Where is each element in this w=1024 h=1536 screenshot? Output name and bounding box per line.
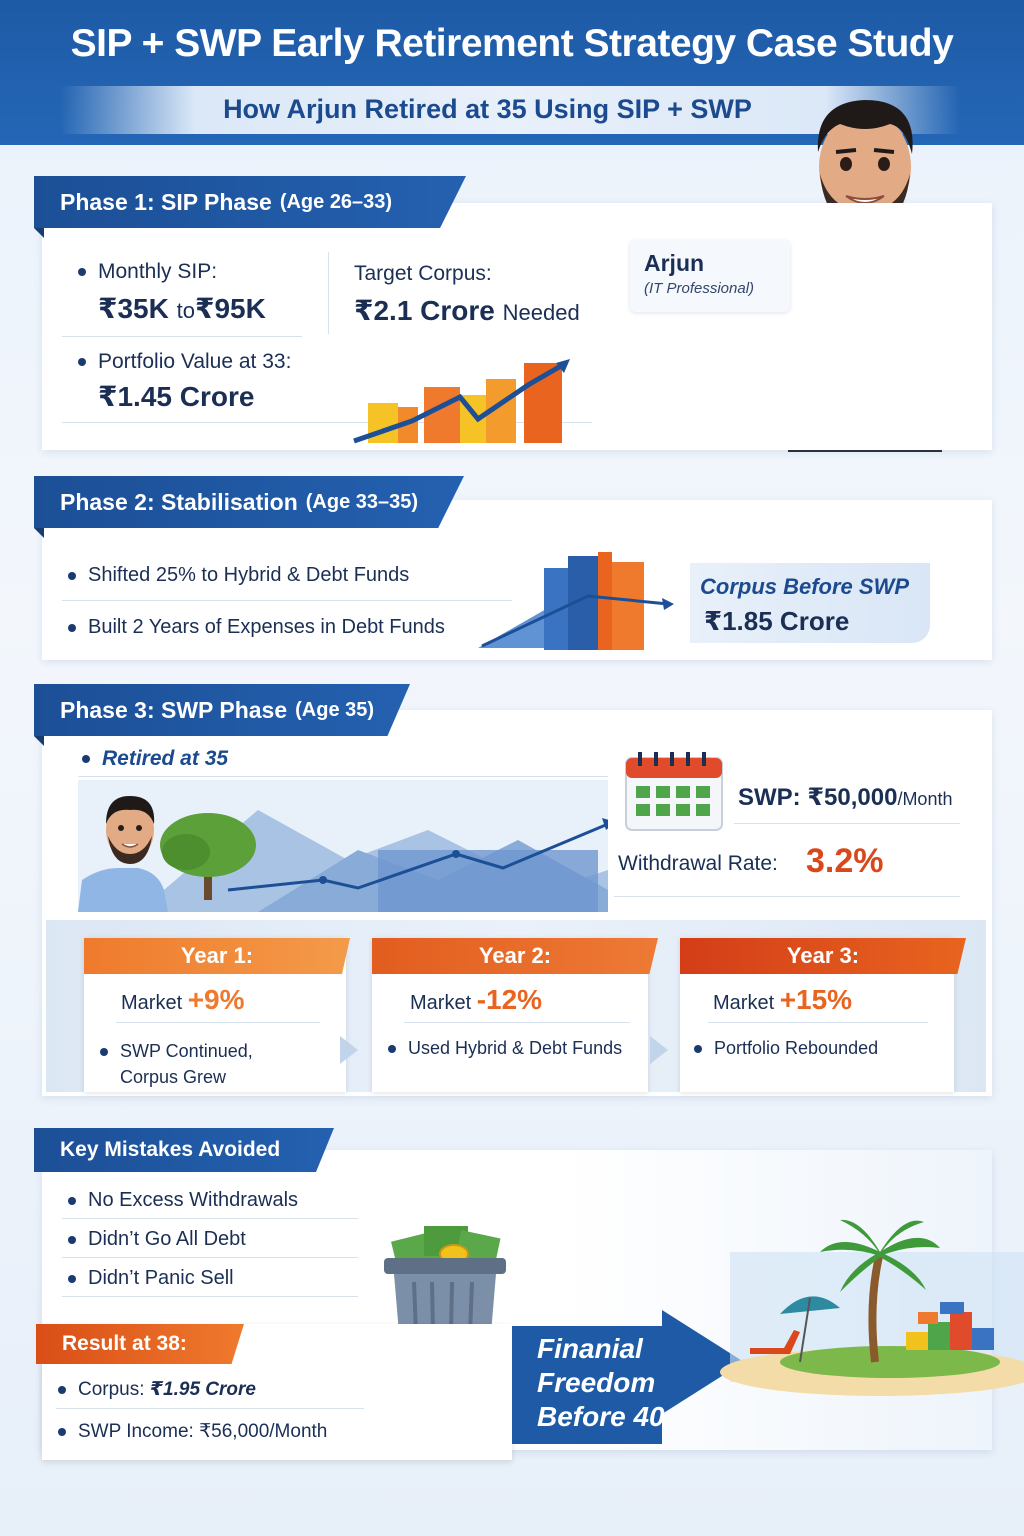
- bullet-icon: [68, 1235, 76, 1244]
- monthly-sip-value: ₹35K to₹95K: [98, 293, 266, 324]
- phase2-age: (Age 33–35): [305, 490, 419, 513]
- divider: [734, 823, 960, 824]
- growth-chart-icon: [353, 359, 570, 444]
- bullet-icon: [58, 1385, 66, 1394]
- tab-fold: [34, 228, 44, 238]
- phase2-item: Built 2 Years of Expenses in Debt Funds: [68, 616, 445, 639]
- arrow-right-icon: [650, 1036, 668, 1064]
- phase1-tab: Phase 1: SIP Phase (Age 26–33): [34, 176, 466, 228]
- mistake-item: Didn’t Go All Debt: [68, 1228, 246, 1251]
- freedom-line3: Before 40: [537, 1401, 665, 1432]
- corpus-before-swp-value: ₹1.85 Crore: [704, 606, 850, 636]
- bullet-icon: [68, 623, 76, 632]
- withdrawal-rate-value: 3.2%: [806, 842, 884, 880]
- retirement-landscape-illustration: [78, 780, 608, 912]
- phase2-title: Phase 2: Stabilisation: [60, 488, 298, 515]
- bullet-icon: [78, 268, 86, 277]
- divider: [62, 336, 302, 337]
- divider: [614, 896, 960, 897]
- page-title: SIP + SWP Early Retirement Strategy Case…: [70, 22, 954, 65]
- freedom-arrow-shape: [512, 1310, 744, 1444]
- divider: [404, 1022, 630, 1023]
- person-card: [630, 240, 790, 312]
- mistakes-tab: Key Mistakes Avoided: [34, 1128, 334, 1172]
- phase3-title: Phase 3: SWP Phase: [60, 696, 288, 723]
- subtitle-band: [60, 86, 960, 134]
- divider: [62, 1218, 358, 1219]
- bullet-icon: [68, 1196, 76, 1205]
- swp-monthly: SWP: ₹50,000/Month: [738, 784, 953, 811]
- year1-note: SWP Continued, Corpus Grew: [100, 1038, 253, 1090]
- phase2-item: Shifted 25% to Hybrid & Debt Funds: [68, 564, 409, 587]
- year3-header: Year 3:: [680, 938, 966, 974]
- year3-note: Portfolio Rebounded: [694, 1038, 878, 1059]
- result-swp-income: SWP Income: ₹56,000/Month: [58, 1420, 327, 1443]
- person-name: Arjun: [644, 250, 705, 276]
- corpus-box: [690, 563, 930, 643]
- result-tab: Result at 38:: [36, 1324, 244, 1364]
- bullet-icon: [58, 1427, 66, 1436]
- monthly-sip-label: Monthly SIP:: [78, 260, 217, 284]
- year3-market: Market +15%: [713, 984, 853, 1015]
- year2-header: Year 2:: [372, 938, 658, 974]
- retired-label: Retired at 35: [82, 747, 228, 771]
- divider: [116, 1022, 320, 1023]
- year2-note: Used Hybrid & Debt Funds: [388, 1038, 622, 1059]
- portfolio-label: Portfolio Value at 33:: [78, 350, 291, 374]
- bullet-icon: [100, 1048, 108, 1057]
- divider: [56, 1408, 364, 1409]
- beach-island-illustration: [720, 1219, 1024, 1396]
- page-subtitle: How Arjun Retired at 35 Using SIP + SWP: [223, 94, 752, 124]
- calendar-icon: [625, 752, 723, 831]
- freedom-line2: Freedom: [537, 1367, 656, 1398]
- building-chart-icon: [478, 552, 674, 650]
- portfolio-value: ₹1.45 Crore: [98, 381, 255, 412]
- divider: [62, 1257, 358, 1258]
- divider: [78, 776, 608, 777]
- result-corpus: Corpus: ₹1.95 Crore: [58, 1378, 256, 1401]
- bullet-icon: [694, 1045, 702, 1054]
- arrow-right-icon: [340, 1036, 358, 1064]
- freedom-line1: Finanial: [537, 1333, 643, 1364]
- phase2-tab: Phase 2: Stabilisation (Age 33–35): [34, 476, 464, 528]
- corpus-before-swp-label: Corpus Before SWP: [700, 574, 910, 599]
- bullet-icon: [388, 1045, 396, 1054]
- bullet-icon: [78, 358, 86, 367]
- divider: [62, 600, 512, 601]
- year2-market: Market -12%: [410, 984, 543, 1015]
- tab-fold: [34, 528, 44, 538]
- bullet-icon: [82, 755, 90, 764]
- year1-market: Market +9%: [121, 984, 245, 1015]
- bullet-icon: [68, 571, 76, 580]
- bullet-icon: [68, 1274, 76, 1283]
- phase1-title: Phase 1: SIP Phase: [60, 188, 272, 215]
- phase1-panel: [42, 203, 992, 450]
- divider: [708, 1022, 928, 1023]
- divider: [62, 1296, 358, 1297]
- target-corpus-label: Target Corpus:: [354, 262, 492, 285]
- year1-header: Year 1:: [84, 938, 350, 974]
- tab-fold: [34, 736, 44, 746]
- person-role: (IT Professional): [644, 280, 755, 297]
- divider: [328, 252, 329, 334]
- mistake-item: No Excess Withdrawals: [68, 1189, 298, 1212]
- withdrawal-rate-label: Withdrawal Rate:: [618, 852, 778, 875]
- phase3-age: (Age 35): [295, 698, 375, 721]
- target-corpus-value: ₹2.1 Crore Needed: [354, 295, 580, 326]
- divider: [62, 422, 592, 423]
- phase3-tab: Phase 3: SWP Phase (Age 35): [34, 684, 410, 736]
- mistake-item: Didn’t Panic Sell: [68, 1267, 234, 1290]
- phase1-age: (Age 26–33): [279, 190, 393, 213]
